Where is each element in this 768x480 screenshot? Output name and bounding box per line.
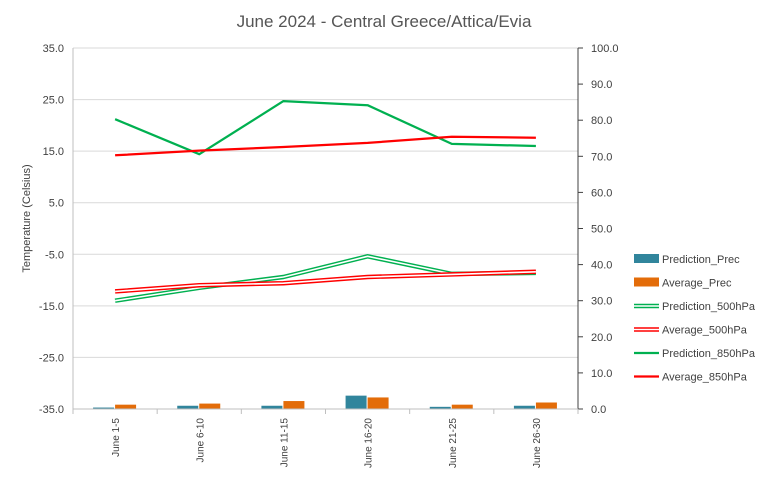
right-tick-labels: 100.0 90.0 80.0 70.0 60.0 50.0 40.0 30.0 20.0 10.… (578, 43, 619, 416)
bar-Average_Prec (535, 402, 557, 409)
series-lines (114, 99, 536, 303)
chart-title: June 2024 - Central Greece/Attica/Evia (237, 12, 532, 31)
y2-tick-label: 30.0 (591, 296, 612, 308)
gridlines (73, 47, 578, 410)
bar-Prediction_Prec (177, 405, 199, 409)
y2-tick-label: 0.0 (591, 404, 606, 416)
bar-Average_Prec (115, 404, 137, 409)
y-tick-label: 25.0 (43, 95, 64, 107)
y2-tick-label: 10.0 (591, 368, 612, 380)
line-inner-Average_500hPa (115, 271, 536, 293)
line-Prediction_850hPa (114, 99, 536, 156)
legend-label: Average_850hPa (662, 372, 748, 384)
legend-label: Prediction_850hPa (662, 348, 756, 360)
bars (93, 395, 557, 409)
legend-label: Prediction_Prec (662, 254, 740, 266)
legend-label: Average_500hPa (662, 325, 748, 337)
bar-Average_Prec (451, 404, 473, 409)
legend-label: Average_Prec (662, 278, 732, 290)
bar-Prediction_Prec (261, 405, 283, 409)
x-tick-label: June 6-10 (195, 418, 206, 463)
y2-tick-label: 100.0 (591, 43, 619, 55)
y-tick-label: -35.0 (39, 404, 64, 416)
y2-tick-label: 60.0 (591, 187, 612, 199)
y-tick-label: 35.0 (43, 43, 64, 55)
x-tick-labels: June 1-5 June 6-10 June 11-15 June 16-20 Jun… (72, 409, 579, 468)
y2-tick-label: 40.0 (591, 260, 612, 272)
left-tick-labels: 35.0 25.0 15.0 5.0 -5.0 -15.0 -25.0 -35.0 (39, 43, 64, 416)
x-tick-label: June 16-20 (364, 418, 375, 468)
legend-swatch-Average_Prec (634, 277, 659, 287)
x-tick-label: June 11-15 (279, 418, 290, 468)
y-tick-label: -5.0 (45, 249, 64, 261)
bar-Prediction_Prec (345, 395, 367, 409)
bar-Average_Prec (367, 397, 389, 409)
y-tick-label: -15.0 (39, 301, 64, 313)
legend-swatch-Prediction_Prec (634, 254, 659, 263)
x-tick-label: June 26-30 (532, 418, 543, 468)
line-Average_850hPa (115, 135, 536, 157)
bar-Average_Prec (199, 403, 221, 409)
x-tick-label: June 21-25 (448, 418, 459, 468)
bar-Average_Prec (283, 401, 305, 409)
legend-label: Prediction_500hPa (662, 301, 756, 313)
y-tick-label: 5.0 (49, 198, 64, 210)
y-axis-title: Temperature (Celsius) (21, 164, 33, 272)
bar-Prediction_Prec (513, 405, 535, 409)
bar-Prediction_Prec (429, 406, 451, 409)
line-Average_500hPa (114, 269, 536, 294)
y-tick-label: 15.0 (43, 146, 64, 158)
y-tick-label: -25.0 (39, 352, 64, 364)
bar-Prediction_Prec (93, 407, 115, 409)
y2-tick-label: 90.0 (591, 79, 612, 91)
y2-tick-label: 70.0 (591, 151, 612, 163)
x-tick-label: June 1-5 (111, 418, 122, 457)
y2-tick-label: 80.0 (591, 115, 612, 127)
y2-tick-label: 20.0 (591, 332, 612, 344)
legend: Prediction_Prec Average_Prec Prediction_50… (634, 254, 756, 384)
y2-tick-label: 50.0 (591, 224, 612, 236)
